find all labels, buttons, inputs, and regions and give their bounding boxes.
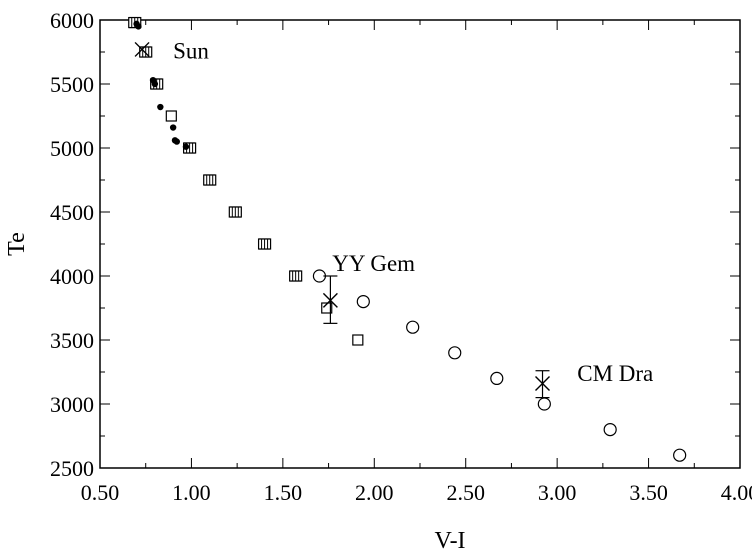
y-tick-label: 3000 (50, 392, 94, 417)
y-tick-label: 4500 (50, 200, 94, 225)
circle-marker (537, 397, 551, 411)
y-tick-label: 5000 (50, 136, 94, 161)
y-tick-label: 3500 (50, 328, 94, 353)
plot-frame (99, 19, 741, 469)
x-tick-label: 0.50 (81, 480, 120, 505)
ticks (99, 19, 741, 469)
circle-marker (356, 295, 370, 309)
circle-marker (406, 320, 420, 334)
dot-marker (151, 80, 159, 88)
circle-marker (490, 371, 504, 385)
annotation-label: YY Gem (332, 251, 415, 276)
tick-labels: 0.50 1.00 1.50 2.00 2.50 3.00 3.50 4.00 2500 3000… (50, 8, 752, 505)
dot-marker (135, 23, 142, 30)
circle-marker (603, 423, 617, 437)
dot-marker (169, 124, 177, 131)
x-tick-label: 2.50 (446, 480, 485, 505)
square-marker (352, 334, 364, 346)
circle-marker (448, 346, 462, 360)
circle-marker (673, 448, 687, 462)
y-tick-label: 5500 (50, 72, 94, 97)
x-tick-label: 3.00 (538, 480, 577, 505)
axes (99, 19, 741, 469)
cross-marker-stroke (535, 376, 551, 392)
x-tick-label: 4.00 (721, 480, 752, 505)
x-tick-label: 2.00 (355, 480, 394, 505)
x-tick-label: 3.50 (629, 480, 668, 505)
cross-marker-stroke (322, 292, 338, 308)
y-tick-label: 6000 (50, 8, 94, 33)
annotations: Sun YY Gem CM Dra (173, 38, 653, 386)
y-tick-label: 4000 (50, 264, 94, 289)
dot-marker (182, 143, 190, 150)
dot-marker (157, 103, 164, 111)
y-tick-label: 2500 (50, 456, 94, 481)
x-axis-label: V-I (434, 528, 465, 554)
square-marker (165, 110, 177, 122)
dot-marker (173, 138, 180, 145)
x-tick-label: 1.00 (172, 480, 211, 505)
x-tick-label: 1.50 (264, 480, 303, 505)
annotation-label: Sun (173, 38, 209, 63)
cross-marker-stroke (134, 41, 150, 57)
marks (128, 16, 687, 462)
y-axis-label: Te (4, 232, 30, 256)
annotation-label: CM Dra (577, 361, 653, 386)
